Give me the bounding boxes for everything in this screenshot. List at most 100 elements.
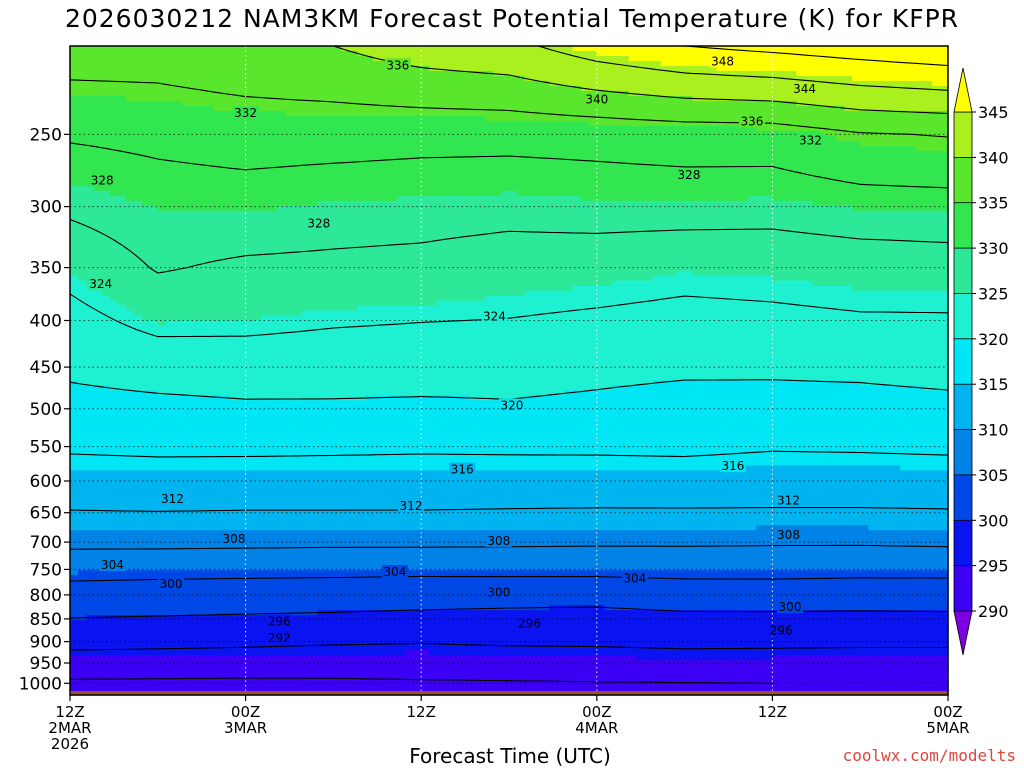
heat-cell (413, 260, 422, 267)
heat-cell (181, 240, 191, 247)
heat-cell (668, 160, 678, 167)
heat-cell (804, 245, 813, 252)
heat-cell (477, 65, 486, 72)
heat-cell (676, 195, 686, 202)
heat-cell (309, 135, 319, 142)
heat-cell (309, 65, 319, 72)
heat-cell (365, 155, 374, 162)
heat-cell (756, 260, 766, 267)
heat-cell (684, 185, 694, 192)
heat-cell (828, 165, 837, 172)
heat-cell (772, 245, 781, 252)
heat-cell (301, 115, 311, 122)
heat-cell (477, 200, 486, 207)
heat-cell (844, 50, 853, 57)
heat-cell (165, 150, 175, 157)
heat-cell (205, 85, 215, 92)
heat-cell (828, 60, 837, 67)
heat-cell (493, 175, 502, 182)
heat-cell (77, 70, 87, 77)
heat-cell (588, 110, 598, 117)
heat-cell (301, 220, 311, 227)
heat-cell (628, 150, 638, 157)
heat-cell (205, 60, 215, 67)
heat-cell (397, 230, 406, 237)
heat-cell (389, 95, 398, 102)
heat-cell (756, 50, 766, 57)
heat-cell (700, 130, 710, 137)
heat-cell (341, 50, 350, 57)
heat-cell (213, 125, 223, 132)
heat-cell (477, 80, 486, 87)
heat-cell (213, 180, 223, 187)
heat-cell (548, 140, 558, 147)
heat-cell (780, 205, 789, 212)
heat-cell (429, 260, 438, 267)
heat-cell (405, 265, 414, 272)
heat-cell (173, 115, 183, 122)
heat-cell (421, 255, 430, 262)
heat-cell (501, 185, 510, 192)
heat-cell (437, 145, 446, 152)
heat-cell (269, 170, 279, 177)
heat-cell (197, 165, 207, 172)
heat-cell (133, 235, 143, 242)
heat-cell (109, 205, 119, 212)
heat-cell (692, 80, 702, 87)
heat-cell (349, 70, 358, 77)
heat-cell (820, 90, 829, 97)
heat-cell (556, 50, 566, 57)
heat-cell (125, 85, 135, 92)
heat-cell (93, 235, 103, 242)
heat-cell (548, 220, 558, 227)
heat-cell (564, 75, 574, 82)
heat-cell (269, 130, 279, 137)
heat-cell (748, 125, 758, 132)
heat-cell (884, 90, 893, 97)
heat-cell (149, 230, 159, 237)
heat-cell (716, 135, 726, 142)
heat-cell (684, 120, 694, 127)
heat-cell (828, 225, 837, 232)
heat-cell (453, 220, 462, 227)
heat-cell (860, 155, 869, 162)
heat-cell (644, 120, 654, 127)
heat-cell (852, 175, 861, 182)
heat-cell (644, 90, 654, 97)
heat-cell (477, 150, 486, 157)
heat-cell (612, 190, 622, 197)
heat-cell (109, 155, 119, 162)
heat-cell (485, 140, 494, 147)
heat-cell (149, 180, 159, 187)
heat-cell (85, 85, 95, 92)
heat-cell (325, 235, 334, 242)
heat-cell (596, 60, 606, 67)
heat-cell (540, 46, 550, 52)
heat-cell (269, 90, 279, 97)
heat-cell (860, 55, 869, 62)
heat-cell (357, 140, 366, 147)
heat-cell (437, 230, 446, 237)
heat-cell (413, 210, 422, 217)
heat-cell (628, 70, 638, 77)
heat-cell (197, 75, 207, 82)
heat-cell (844, 115, 853, 122)
heat-cell (429, 235, 438, 242)
heat-cell (469, 165, 478, 172)
heat-cell (381, 75, 390, 82)
heat-cell (301, 130, 311, 137)
heat-cell (117, 205, 127, 212)
heat-cell (844, 150, 853, 157)
heat-cell (932, 260, 941, 267)
heat-cell (461, 60, 470, 67)
heat-cell (916, 90, 925, 97)
heat-cell (181, 140, 191, 147)
heat-cell (85, 105, 95, 112)
heat-cell (844, 175, 853, 182)
heat-cell (133, 90, 143, 97)
heat-cell (756, 200, 766, 207)
heat-cell (780, 60, 789, 67)
heat-cell (876, 145, 885, 152)
heat-cell (564, 250, 574, 257)
heat-cell (772, 130, 781, 137)
